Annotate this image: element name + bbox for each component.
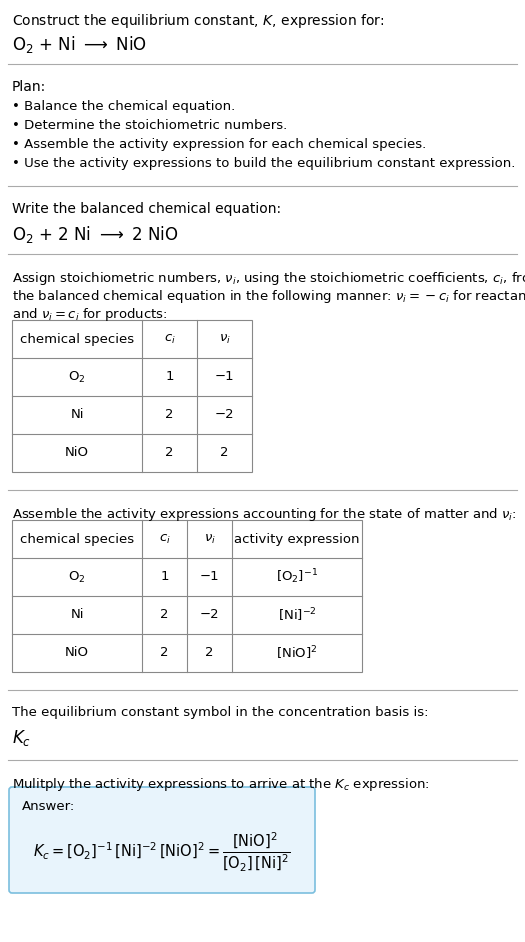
Text: Assemble the activity expressions accounting for the state of matter and $\nu_i$: Assemble the activity expressions accoun… bbox=[12, 506, 517, 523]
Text: NiO: NiO bbox=[65, 447, 89, 460]
Text: Plan:: Plan: bbox=[12, 80, 46, 94]
Text: $K_c = [\mathrm{O_2}]^{-1}\,[\mathrm{Ni}]^{-2}\,[\mathrm{NiO}]^{2} = \dfrac{[\ma: $K_c = [\mathrm{O_2}]^{-1}\,[\mathrm{Ni}… bbox=[34, 830, 291, 873]
Text: 2: 2 bbox=[160, 609, 169, 622]
Text: 2: 2 bbox=[160, 646, 169, 659]
Text: $K_c$: $K_c$ bbox=[12, 728, 31, 748]
Text: NiO: NiO bbox=[65, 646, 89, 659]
Text: −1: −1 bbox=[215, 370, 234, 383]
Text: $c_i$: $c_i$ bbox=[159, 532, 171, 545]
Text: Ni: Ni bbox=[70, 409, 84, 421]
Text: $\mathrm{O_2}$: $\mathrm{O_2}$ bbox=[68, 369, 86, 384]
Text: 2: 2 bbox=[205, 646, 214, 659]
Text: $c_i$: $c_i$ bbox=[164, 333, 175, 346]
Text: Assign stoichiometric numbers, $\nu_i$, using the stoichiometric coefficients, $: Assign stoichiometric numbers, $\nu_i$, … bbox=[12, 270, 525, 287]
Text: Mulitply the activity expressions to arrive at the $K_c$ expression:: Mulitply the activity expressions to arr… bbox=[12, 776, 430, 793]
Text: $\nu_i$: $\nu_i$ bbox=[204, 532, 215, 545]
Bar bbox=[12, 520, 362, 672]
Bar bbox=[12, 320, 252, 472]
FancyBboxPatch shape bbox=[9, 787, 315, 893]
Text: −2: −2 bbox=[200, 609, 219, 622]
Text: the balanced chemical equation in the following manner: $\nu_i = -c_i$ for react: the balanced chemical equation in the fo… bbox=[12, 288, 525, 305]
Text: $[\mathrm{NiO}]^{2}$: $[\mathrm{NiO}]^{2}$ bbox=[276, 644, 318, 662]
Text: activity expression: activity expression bbox=[234, 532, 360, 545]
Text: and $\nu_i = c_i$ for products:: and $\nu_i = c_i$ for products: bbox=[12, 306, 167, 323]
Text: • Determine the stoichiometric numbers.: • Determine the stoichiometric numbers. bbox=[12, 119, 287, 132]
Text: Ni: Ni bbox=[70, 609, 84, 622]
Text: 2: 2 bbox=[165, 409, 174, 421]
Text: The equilibrium constant symbol in the concentration basis is:: The equilibrium constant symbol in the c… bbox=[12, 706, 428, 719]
Text: 1: 1 bbox=[160, 571, 169, 583]
Text: $\mathrm{O_2}$: $\mathrm{O_2}$ bbox=[68, 570, 86, 585]
Text: Write the balanced chemical equation:: Write the balanced chemical equation: bbox=[12, 202, 281, 216]
Text: Construct the equilibrium constant, $K$, expression for:: Construct the equilibrium constant, $K$,… bbox=[12, 12, 384, 30]
Text: −1: −1 bbox=[200, 571, 219, 583]
Text: $\nu_i$: $\nu_i$ bbox=[218, 333, 230, 346]
Text: chemical species: chemical species bbox=[20, 532, 134, 545]
Text: • Assemble the activity expression for each chemical species.: • Assemble the activity expression for e… bbox=[12, 138, 426, 151]
Text: $[\mathrm{O_2}]^{-1}$: $[\mathrm{O_2}]^{-1}$ bbox=[276, 568, 318, 586]
Text: 2: 2 bbox=[165, 447, 174, 460]
Text: 2: 2 bbox=[220, 447, 229, 460]
Text: $[\mathrm{Ni}]^{-2}$: $[\mathrm{Ni}]^{-2}$ bbox=[278, 607, 317, 624]
Text: $\mathrm{O_2}$ + 2 Ni $\longrightarrow$ 2 NiO: $\mathrm{O_2}$ + 2 Ni $\longrightarrow$ … bbox=[12, 224, 178, 245]
Text: • Use the activity expressions to build the equilibrium constant expression.: • Use the activity expressions to build … bbox=[12, 157, 516, 170]
Text: • Balance the chemical equation.: • Balance the chemical equation. bbox=[12, 100, 235, 113]
Text: chemical species: chemical species bbox=[20, 333, 134, 346]
Text: Answer:: Answer: bbox=[22, 800, 75, 813]
Text: 1: 1 bbox=[165, 370, 174, 383]
Text: −2: −2 bbox=[215, 409, 234, 421]
Text: $\mathrm{O_2}$ + Ni $\longrightarrow$ NiO: $\mathrm{O_2}$ + Ni $\longrightarrow$ Ni… bbox=[12, 34, 147, 55]
